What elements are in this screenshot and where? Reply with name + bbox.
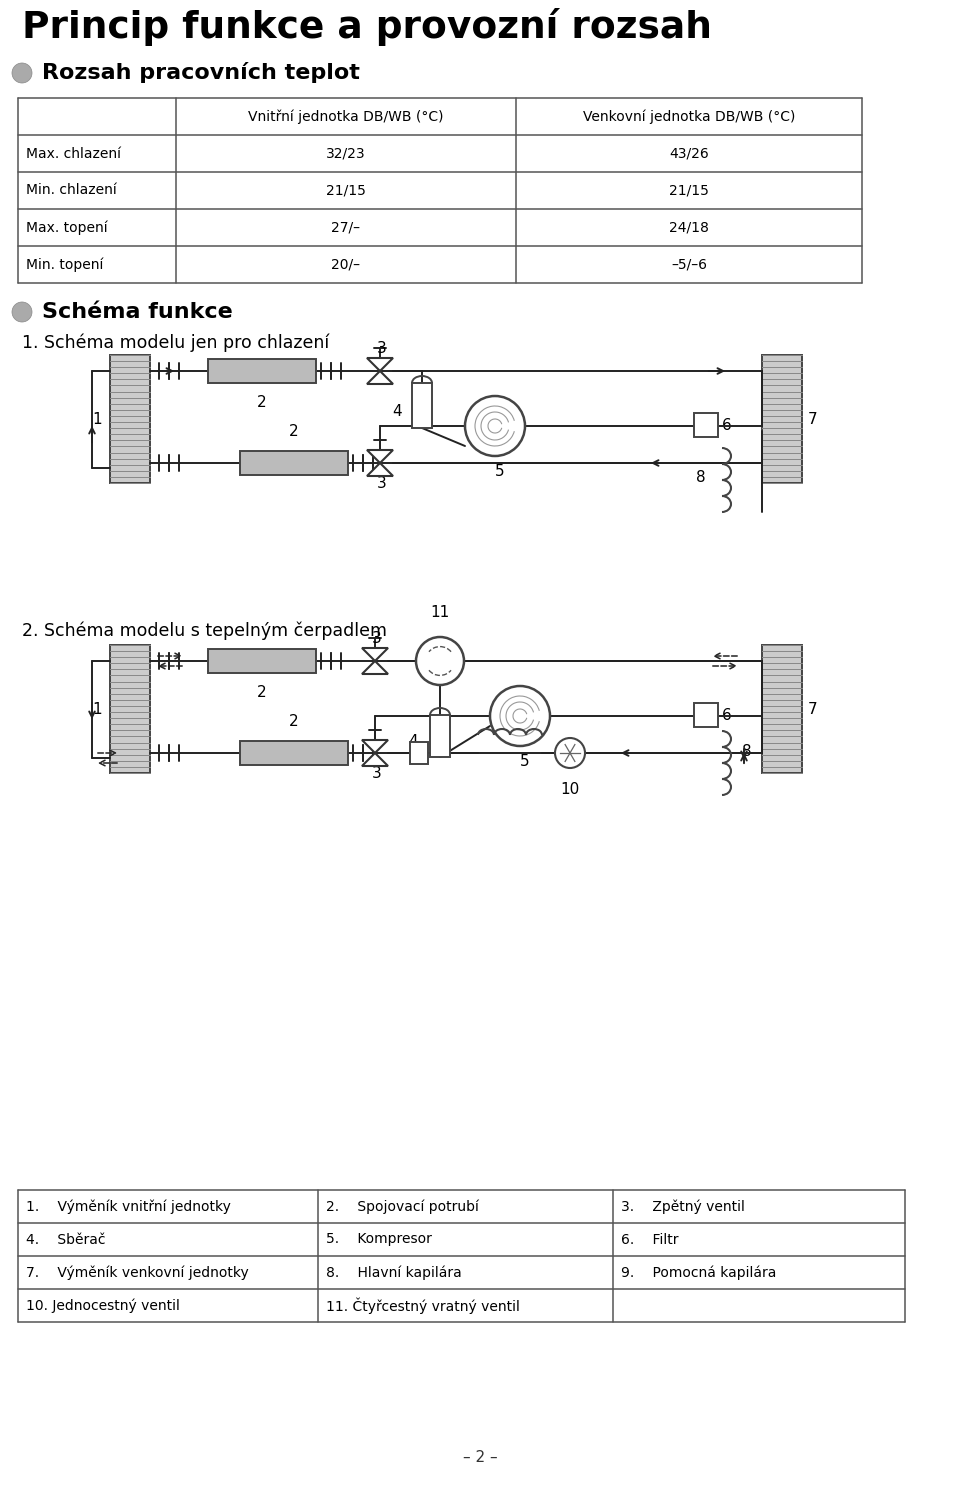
Text: 11. Čtyřcestný vratný ventil: 11. Čtyřcestný vratný ventil <box>326 1297 520 1313</box>
Bar <box>110 645 150 773</box>
Text: 6.  Filtr: 6. Filtr <box>621 1233 679 1246</box>
Bar <box>430 715 450 757</box>
Bar <box>412 384 432 428</box>
Bar <box>110 355 150 483</box>
Text: 32/23: 32/23 <box>326 147 366 161</box>
Polygon shape <box>367 370 393 384</box>
Text: 3: 3 <box>377 341 387 355</box>
Text: Min. topení: Min. topení <box>26 257 104 272</box>
Polygon shape <box>362 741 388 752</box>
Text: Venkovní jednotka DB/WB (°C): Venkovní jednotka DB/WB (°C) <box>583 109 795 123</box>
Bar <box>208 648 316 674</box>
Bar <box>762 355 802 483</box>
Text: 2: 2 <box>289 424 299 439</box>
Text: 2.  Spojovací potrubí: 2. Spojovací potrubí <box>326 1199 479 1213</box>
Circle shape <box>12 302 32 323</box>
Text: 4.  Sběrač: 4. Sběrač <box>26 1233 106 1246</box>
Bar <box>762 645 802 773</box>
Bar <box>240 451 348 474</box>
Polygon shape <box>362 752 388 766</box>
Text: 3: 3 <box>372 766 382 781</box>
Text: 20/–: 20/– <box>331 257 361 272</box>
Text: 3: 3 <box>372 630 382 645</box>
Text: Max. topení: Max. topení <box>26 220 108 235</box>
Text: 1.  Výměník vnitřní jednotky: 1. Výměník vnitřní jednotky <box>26 1199 230 1213</box>
Text: 24/18: 24/18 <box>669 220 708 235</box>
Text: 11: 11 <box>430 605 449 620</box>
Text: Princip funkce a provozní rozsah: Princip funkce a provozní rozsah <box>22 7 712 46</box>
Text: Vnitřní jednotka DB/WB (°C): Vnitřní jednotka DB/WB (°C) <box>249 109 444 123</box>
Circle shape <box>555 738 585 767</box>
Circle shape <box>416 636 464 686</box>
Text: 4: 4 <box>408 733 418 748</box>
Bar <box>694 703 718 727</box>
Text: 5: 5 <box>520 754 530 769</box>
Text: 5: 5 <box>495 464 505 479</box>
Text: Rozsah pracovních teplot: Rozsah pracovních teplot <box>42 62 360 83</box>
Text: 1: 1 <box>92 412 102 427</box>
Circle shape <box>12 62 32 83</box>
Polygon shape <box>362 648 388 662</box>
Text: 8: 8 <box>696 470 706 485</box>
Text: 2: 2 <box>257 396 267 410</box>
Text: Schéma funkce: Schéma funkce <box>42 302 232 323</box>
Text: Min. chlazení: Min. chlazení <box>26 183 117 198</box>
Bar <box>410 742 428 764</box>
Text: 3.  Zpětný ventil: 3. Zpětný ventil <box>621 1199 745 1213</box>
Text: 8: 8 <box>742 744 752 758</box>
Text: 21/15: 21/15 <box>326 183 366 198</box>
Text: 1: 1 <box>92 702 102 717</box>
Text: 8.  Hlavní kapilára: 8. Hlavní kapilára <box>326 1265 462 1280</box>
Text: 9.  Pomocná kapilára: 9. Pomocná kapilára <box>621 1265 777 1280</box>
Text: –5/–6: –5/–6 <box>671 257 707 272</box>
Text: 21/15: 21/15 <box>669 183 708 198</box>
Text: 10: 10 <box>561 782 580 797</box>
Text: 9: 9 <box>505 708 515 723</box>
Polygon shape <box>362 662 388 674</box>
Text: 6: 6 <box>722 418 732 433</box>
Text: 4: 4 <box>393 403 402 418</box>
Text: – 2 –: – 2 – <box>463 1450 497 1466</box>
Bar <box>240 741 348 764</box>
Text: 2. Schéma modelu s tepelným čerpadlem: 2. Schéma modelu s tepelným čerpadlem <box>22 622 387 641</box>
Bar <box>694 413 718 437</box>
Circle shape <box>465 396 525 457</box>
Polygon shape <box>367 462 393 476</box>
Text: 1. Schéma modelu jen pro chlazení: 1. Schéma modelu jen pro chlazení <box>22 335 329 352</box>
Text: 2: 2 <box>289 714 299 729</box>
Text: 10. Jednocestný ventil: 10. Jednocestný ventil <box>26 1298 180 1313</box>
Text: 2: 2 <box>257 686 267 700</box>
Text: 7: 7 <box>808 702 818 717</box>
Text: 7: 7 <box>808 412 818 427</box>
Polygon shape <box>367 358 393 370</box>
Text: 3: 3 <box>377 476 387 491</box>
Polygon shape <box>367 451 393 462</box>
Text: 5.  Kompresor: 5. Kompresor <box>326 1233 432 1246</box>
Text: 7.  Výměník venkovní jednotky: 7. Výměník venkovní jednotky <box>26 1265 249 1280</box>
Text: 6: 6 <box>722 708 732 723</box>
Text: Max. chlazení: Max. chlazení <box>26 147 121 161</box>
Text: 43/26: 43/26 <box>669 147 708 161</box>
Circle shape <box>490 686 550 746</box>
Bar <box>208 358 316 384</box>
Text: 27/–: 27/– <box>331 220 361 235</box>
